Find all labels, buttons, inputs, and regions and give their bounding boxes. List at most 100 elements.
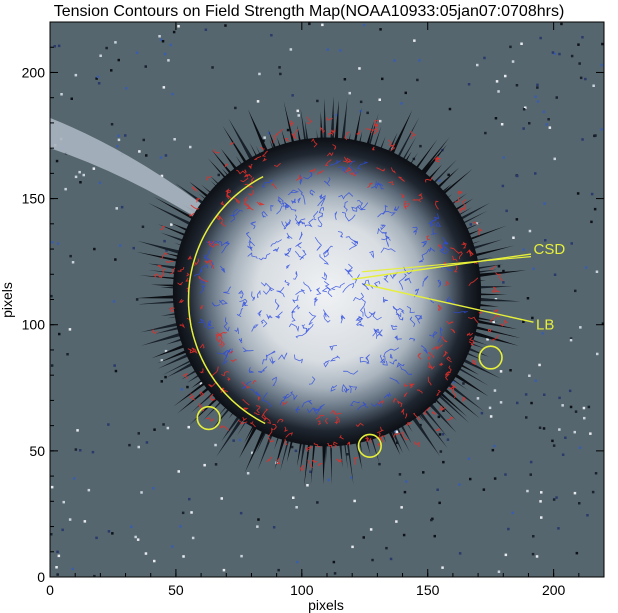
speckle xyxy=(50,364,54,367)
speckle xyxy=(162,423,165,426)
speckle xyxy=(475,222,479,225)
speckle xyxy=(418,59,421,62)
contour-red xyxy=(208,259,215,269)
contour-blue xyxy=(309,189,316,196)
contour-blue xyxy=(330,384,338,392)
contour-blue xyxy=(382,210,396,217)
contour-blue xyxy=(250,221,256,230)
speckle xyxy=(137,445,140,449)
contour-blue xyxy=(440,240,449,252)
contour-red xyxy=(199,368,204,374)
speckle xyxy=(173,138,176,141)
contour-blue xyxy=(260,319,268,328)
speckle xyxy=(539,36,542,40)
speckle xyxy=(385,546,388,550)
contour-blue xyxy=(274,298,280,311)
speckle xyxy=(366,111,369,115)
contour-blue xyxy=(428,247,436,252)
contour-red xyxy=(401,408,405,415)
speckle xyxy=(582,406,586,410)
contour-red xyxy=(169,267,176,275)
speckle xyxy=(296,109,299,113)
contour-red xyxy=(218,339,225,348)
contour-red xyxy=(353,456,358,465)
contour-red xyxy=(435,157,440,163)
contour-blue xyxy=(199,284,206,294)
speckle xyxy=(458,483,461,486)
contour-blue xyxy=(321,271,328,281)
contour-red xyxy=(224,163,228,168)
speckle xyxy=(171,545,174,548)
annotation-circle xyxy=(196,405,221,431)
speckle xyxy=(561,453,565,456)
speckle xyxy=(532,535,535,538)
speckle xyxy=(590,220,593,224)
contour-blue xyxy=(359,357,369,365)
contour-blue xyxy=(341,383,348,394)
speckle xyxy=(214,463,218,466)
speckle xyxy=(590,192,594,196)
speckle xyxy=(145,154,148,157)
speckle xyxy=(569,405,573,409)
contour-blue xyxy=(261,392,272,408)
speckle xyxy=(51,241,54,244)
contour-red xyxy=(427,376,432,386)
contour-blue xyxy=(323,177,331,187)
speckle xyxy=(491,448,495,452)
speckle xyxy=(381,77,384,81)
speckle xyxy=(204,28,208,31)
contour-red xyxy=(227,377,231,381)
speckle xyxy=(96,75,100,79)
csd-label: CSD xyxy=(533,241,565,258)
contour-blue xyxy=(284,279,290,286)
contour-red xyxy=(489,314,501,323)
speckle xyxy=(528,122,531,125)
speckle xyxy=(493,389,497,392)
contour-red xyxy=(177,266,185,272)
contour-blue xyxy=(431,228,438,235)
speckle xyxy=(171,92,174,96)
contour-blue xyxy=(359,298,366,317)
speckle xyxy=(291,94,294,97)
contour-blue xyxy=(218,299,228,305)
contour-blue xyxy=(389,353,393,359)
speckle xyxy=(532,267,535,270)
contour-red xyxy=(336,458,343,463)
speckle xyxy=(504,74,507,78)
contour-blue xyxy=(313,210,318,221)
contour-red xyxy=(330,128,336,134)
speckle xyxy=(203,463,206,467)
contour-blue xyxy=(420,240,427,248)
speckle xyxy=(542,427,546,430)
contour-red xyxy=(445,373,450,381)
contour-red xyxy=(403,200,408,205)
contour-red xyxy=(426,235,430,241)
y-tick-label: 50 xyxy=(29,443,45,459)
speckle xyxy=(524,106,527,109)
speckle xyxy=(112,300,116,303)
contour-red xyxy=(325,159,332,167)
contour-red xyxy=(453,265,458,273)
speckle xyxy=(308,22,311,26)
speckle xyxy=(601,42,604,46)
contour-red xyxy=(493,309,499,313)
contour-red xyxy=(294,128,299,139)
contour-blue xyxy=(389,377,400,385)
contour-blue xyxy=(257,366,268,374)
speckle xyxy=(467,457,471,460)
speckle xyxy=(419,423,422,427)
contour-red xyxy=(316,170,324,175)
speckle xyxy=(525,416,528,419)
contour-red xyxy=(275,128,284,137)
contour-red xyxy=(436,389,441,396)
contour-red xyxy=(182,372,188,380)
speckle xyxy=(447,173,450,177)
contour-blue xyxy=(294,250,304,259)
contour-red xyxy=(307,459,313,469)
contour-blue xyxy=(200,264,209,273)
contour-red xyxy=(196,197,201,204)
speckle xyxy=(362,536,365,539)
contour-blue xyxy=(418,248,430,263)
speckle xyxy=(153,428,156,431)
speckle xyxy=(120,205,124,209)
